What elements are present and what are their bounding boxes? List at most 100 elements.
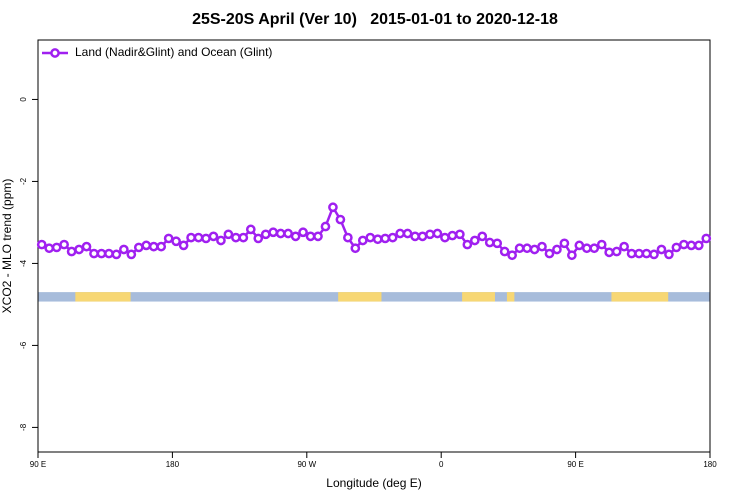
data-point xyxy=(104,248,114,259)
x-tick-label: 180 xyxy=(166,460,180,469)
data-point xyxy=(111,249,122,260)
data-point xyxy=(290,231,301,242)
data-point xyxy=(679,239,689,250)
data-point xyxy=(320,221,331,232)
data-point xyxy=(148,241,159,252)
land-band xyxy=(75,292,131,302)
data-point xyxy=(537,241,547,252)
data-point xyxy=(208,231,219,242)
data-point xyxy=(350,243,361,254)
data-point xyxy=(372,234,383,245)
data-point xyxy=(238,232,249,243)
data-point xyxy=(59,239,69,250)
land-band xyxy=(611,292,669,302)
data-point xyxy=(119,244,129,255)
data-point xyxy=(163,233,174,244)
chart-title: 25S-20S April (Ver 10) 2015-01-01 to 202… xyxy=(192,11,558,28)
data-point xyxy=(268,227,279,238)
data-point xyxy=(425,229,435,240)
x-tick-label: 90 E xyxy=(30,460,46,469)
data-point xyxy=(589,243,600,254)
data-point xyxy=(499,246,510,257)
data-point xyxy=(574,240,585,251)
data-point xyxy=(469,235,480,246)
data-point xyxy=(641,248,652,259)
data-point xyxy=(484,237,495,248)
data-point xyxy=(283,228,293,239)
y-tick-label: -6 xyxy=(19,341,28,349)
y-axis-label: XCO2 - MLO trend (ppm) xyxy=(0,179,14,314)
data-point xyxy=(656,244,667,255)
data-point xyxy=(44,243,55,254)
data-point xyxy=(365,232,376,243)
data-point xyxy=(402,228,413,239)
land-band xyxy=(338,292,382,302)
data-point xyxy=(417,231,428,242)
data-point xyxy=(275,228,286,239)
data-point xyxy=(634,248,644,259)
data-point xyxy=(455,229,465,240)
data-point xyxy=(298,227,308,238)
data-point xyxy=(231,232,241,243)
data-point xyxy=(178,240,189,251)
data-point xyxy=(462,239,473,250)
data-point xyxy=(193,232,204,243)
data-point xyxy=(313,231,323,242)
data-point xyxy=(89,248,99,259)
data-point xyxy=(186,232,196,243)
x-axis-label: Longitude (deg E) xyxy=(326,476,421,490)
data-point xyxy=(544,248,555,259)
data-point xyxy=(74,244,84,255)
data-point xyxy=(357,235,368,246)
data-point xyxy=(701,233,712,244)
data-point xyxy=(171,236,181,247)
data-point xyxy=(410,231,420,242)
data-point xyxy=(581,243,592,254)
x-tick-label: 90 W xyxy=(297,460,316,469)
x-tick-label: 180 xyxy=(703,460,717,469)
data-point xyxy=(335,214,346,225)
data-point xyxy=(66,246,77,257)
data-point xyxy=(96,248,107,259)
legend-label: Land (Nadir&Glint) and Ocean (Glint) xyxy=(75,45,272,59)
y-tick-label: -2 xyxy=(19,177,28,185)
data-point xyxy=(81,241,92,252)
data-point xyxy=(567,250,577,261)
data-point xyxy=(619,241,629,252)
data-point xyxy=(440,232,450,243)
data-point xyxy=(611,246,622,257)
data-point xyxy=(260,229,271,240)
data-point xyxy=(141,240,152,251)
data-point xyxy=(522,243,532,254)
data-point xyxy=(395,228,405,239)
data-point xyxy=(36,239,47,250)
data-point xyxy=(156,241,167,252)
data-point xyxy=(477,231,488,242)
data-point xyxy=(201,233,211,244)
data-point xyxy=(447,230,458,241)
data-point xyxy=(559,238,570,249)
legend-marker xyxy=(50,48,60,58)
data-point xyxy=(649,249,659,260)
data-point xyxy=(604,247,615,258)
y-tick-label: 0 xyxy=(19,97,28,102)
data-point xyxy=(671,242,682,253)
data-point xyxy=(552,244,562,255)
data-point xyxy=(380,233,391,244)
data-point xyxy=(216,235,226,246)
land-band xyxy=(506,292,515,302)
data-point xyxy=(492,238,503,249)
data-point xyxy=(51,242,62,253)
data-point xyxy=(133,242,144,253)
data-point xyxy=(686,240,697,251)
y-tick-label: -8 xyxy=(19,423,28,431)
y-tick-label: -4 xyxy=(19,259,28,267)
data-point xyxy=(432,228,443,239)
data-point xyxy=(245,224,256,235)
data-point xyxy=(514,243,525,254)
data-point xyxy=(126,249,137,260)
data-point xyxy=(387,232,398,243)
data-point xyxy=(626,248,637,259)
data-point xyxy=(328,202,338,213)
